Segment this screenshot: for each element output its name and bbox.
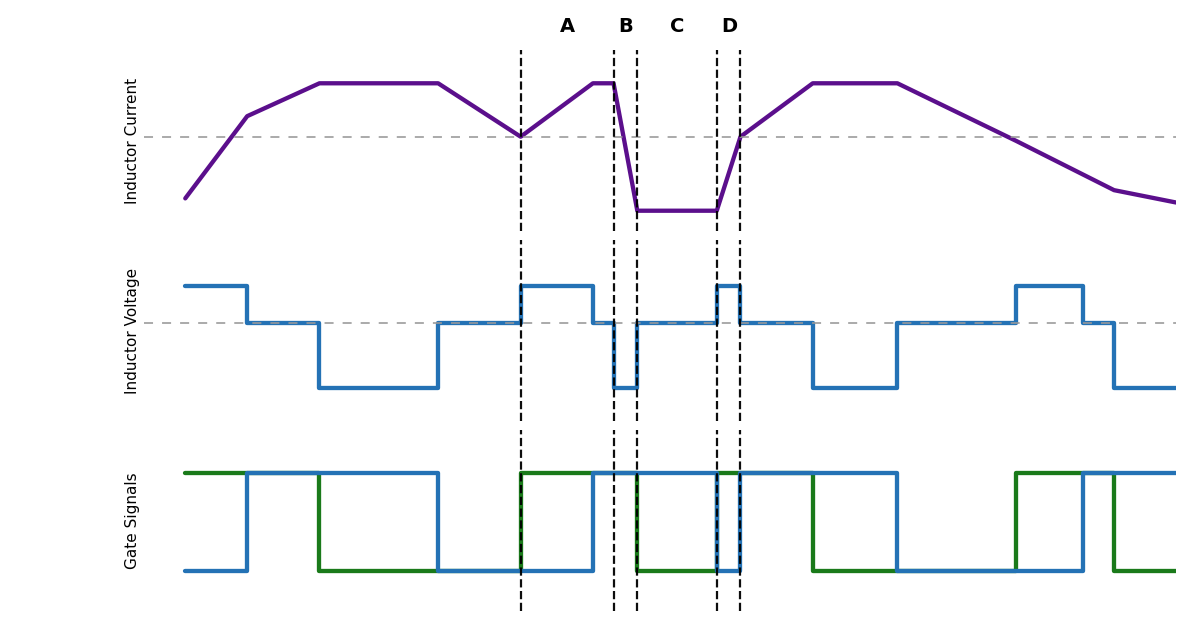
Text: D: D — [721, 17, 737, 36]
Text: B: B — [618, 17, 634, 36]
Y-axis label: Gate Signals: Gate Signals — [125, 472, 140, 569]
Y-axis label: Inductor Voltage: Inductor Voltage — [125, 268, 140, 394]
Y-axis label: Inductor Current: Inductor Current — [125, 77, 140, 204]
Text: A: A — [559, 17, 575, 36]
Text: C: C — [671, 17, 685, 36]
